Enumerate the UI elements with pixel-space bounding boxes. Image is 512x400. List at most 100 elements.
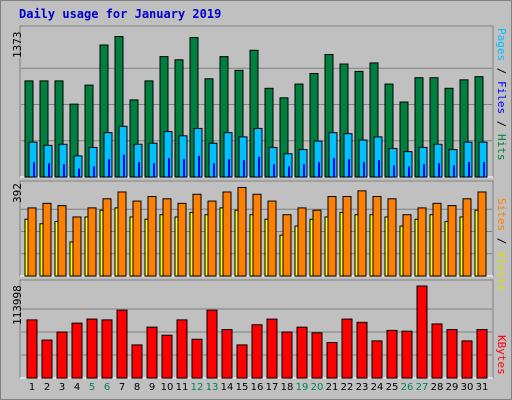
bar-pages-13 <box>213 163 215 177</box>
bar-kbytes-29 <box>446 329 458 379</box>
legend-pages: Pages <box>495 28 508 62</box>
bar-sites-17 <box>267 200 277 277</box>
bar-sites-3 <box>57 205 67 277</box>
bar-kbytes-14 <box>221 329 233 379</box>
bar-pages-20 <box>318 162 320 177</box>
bar-pages-7 <box>123 154 125 177</box>
panel-1-ymax-label: 1373 <box>11 31 24 59</box>
bar-pages-17 <box>273 164 275 177</box>
day-label-24: 24 <box>370 382 384 393</box>
bar-kbytes-5 <box>86 318 98 379</box>
bar-kbytes-2 <box>41 339 53 379</box>
day-label-23: 23 <box>355 382 369 393</box>
bar-kbytes-11 <box>176 319 188 379</box>
bar-kbytes-18 <box>281 331 293 379</box>
bar-sites-29 <box>447 205 457 277</box>
bar-sites-13 <box>207 200 217 277</box>
day-label-26: 26 <box>400 382 414 393</box>
bar-pages-27 <box>423 164 425 177</box>
panel-3-ymax-label: 113998 <box>11 285 24 325</box>
bar-kbytes-12 <box>191 338 203 379</box>
bar-pages-12 <box>198 155 200 177</box>
day-label-1: 1 <box>28 382 36 393</box>
day-label-29: 29 <box>445 382 459 393</box>
legend-visits: Visits <box>495 251 508 291</box>
day-label-30: 30 <box>460 382 474 393</box>
bar-sites-23 <box>357 190 367 277</box>
bar-pages-22 <box>348 159 350 177</box>
chart-title: Daily usage for January 2019 <box>19 7 222 21</box>
bar-pages-21 <box>333 157 335 177</box>
bar-pages-26 <box>408 166 410 177</box>
bar-sites-7 <box>117 191 127 277</box>
day-label-6: 6 <box>103 382 111 393</box>
bar-pages-8 <box>138 162 140 177</box>
legend-pages-files-hits: Pages / Files / Hits <box>495 28 508 161</box>
bar-kbytes-24 <box>371 340 383 379</box>
panels-layer <box>19 25 494 379</box>
bar-sites-5 <box>87 207 97 277</box>
bar-kbytes-19 <box>296 326 308 379</box>
bar-sites-25 <box>387 198 397 277</box>
bar-pages-19 <box>303 164 305 177</box>
day-label-14: 14 <box>220 382 234 393</box>
bar-sites-22 <box>342 196 352 277</box>
day-label-17: 17 <box>265 382 279 393</box>
bar-sites-9 <box>147 196 157 277</box>
bar-pages-9 <box>153 163 155 177</box>
day-label-27: 27 <box>415 382 429 393</box>
day-label-22: 22 <box>340 382 354 393</box>
bar-sites-8 <box>132 200 142 277</box>
day-label-9: 9 <box>148 382 156 393</box>
bar-kbytes-17 <box>266 318 278 379</box>
legend-sites-visits: Sites / Visits <box>495 198 508 291</box>
day-label-25: 25 <box>385 382 399 393</box>
bar-kbytes-22 <box>341 318 353 379</box>
bar-kbytes-21 <box>326 341 338 379</box>
x-axis-day-labels: 1 2 3 4 5 6 7 8 9 10 11 12 13 14 15 16 17 18 19 20 21 22 23 24 2… <box>0 382 512 396</box>
bar-pages-15 <box>243 160 245 177</box>
day-label-28: 28 <box>430 382 444 393</box>
day-label-12: 12 <box>190 382 204 393</box>
day-label-4: 4 <box>73 382 81 393</box>
legend-kbytes: KBytes <box>495 335 508 375</box>
legend-kbytes-text: KBytes <box>495 335 508 375</box>
bar-pages-5 <box>93 166 95 177</box>
day-label-2: 2 <box>43 382 51 393</box>
legend-files: Files <box>495 81 508 115</box>
bar-sites-31 <box>477 191 487 277</box>
bar-pages-18 <box>288 166 290 177</box>
day-label-31: 31 <box>475 382 489 393</box>
bar-kbytes-10 <box>161 334 173 379</box>
panel-2-ymax-label: 392 <box>11 183 24 203</box>
bar-sites-30 <box>462 198 472 277</box>
bar-kbytes-1 <box>26 319 38 379</box>
day-label-10: 10 <box>160 382 174 393</box>
bar-sites-24 <box>372 196 382 277</box>
bar-kbytes-15 <box>236 344 248 379</box>
bar-kbytes-31 <box>476 329 488 379</box>
bar-kbytes-3 <box>56 331 68 379</box>
bar-kbytes-20 <box>311 332 323 379</box>
bar-kbytes-6 <box>101 319 113 379</box>
bar-kbytes-8 <box>131 344 143 379</box>
day-label-8: 8 <box>133 382 141 393</box>
bar-kbytes-23 <box>356 321 368 379</box>
bar-sites-6 <box>102 198 112 277</box>
day-label-11: 11 <box>175 382 189 393</box>
bar-pages-16 <box>258 156 260 177</box>
bar-sites-20 <box>312 209 322 277</box>
bar-pages-28 <box>438 163 440 177</box>
bar-pages-6 <box>108 159 110 177</box>
bar-sites-18 <box>282 214 292 277</box>
bar-kbytes-4 <box>71 322 83 379</box>
bar-kbytes-9 <box>146 326 158 379</box>
bar-pages-11 <box>183 159 185 177</box>
bar-kbytes-28 <box>431 323 443 379</box>
bar-pages-14 <box>228 159 230 177</box>
bar-pages-23 <box>363 162 365 177</box>
bar-sites-4 <box>72 216 82 277</box>
bar-kbytes-26 <box>401 330 413 379</box>
bar-sites-2 <box>42 202 52 277</box>
